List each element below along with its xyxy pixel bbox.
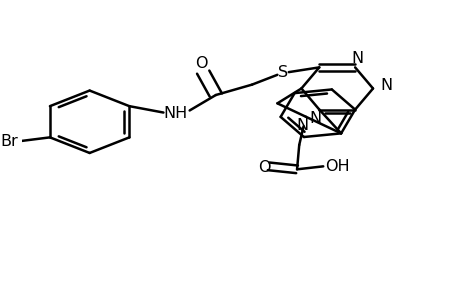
Text: N: N xyxy=(351,51,363,66)
Text: O: O xyxy=(194,56,207,71)
Text: O: O xyxy=(257,160,270,175)
Text: S: S xyxy=(277,65,287,80)
Text: NH: NH xyxy=(163,106,187,121)
Text: Br: Br xyxy=(1,134,18,149)
Text: N: N xyxy=(309,111,321,126)
Text: N: N xyxy=(296,118,308,133)
Text: OH: OH xyxy=(325,159,349,174)
Text: N: N xyxy=(379,78,392,93)
